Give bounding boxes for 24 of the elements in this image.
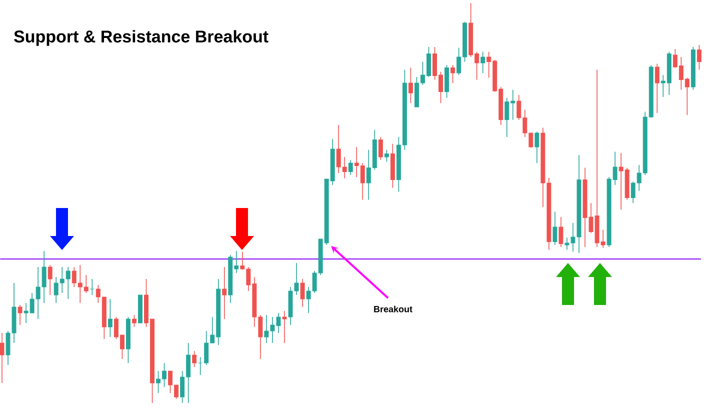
- candlestick: [348, 160, 353, 176]
- candlestick: [654, 63, 660, 114]
- candlestick: [552, 211, 558, 246]
- candlestick: [378, 136, 383, 160]
- candlestick: [408, 67, 413, 104]
- candlestick: [480, 51, 486, 74]
- candlestick: [90, 278, 94, 296]
- text: Support & Resistance Breakout: [14, 30, 268, 46]
- candlestick: [108, 298, 112, 338]
- candlestick: [696, 44, 702, 70]
- candlestick: [300, 278, 305, 308]
- candlestick: [132, 314, 136, 328]
- candlestick: [222, 266, 227, 320]
- candlestick: [450, 64, 456, 84]
- candlestick: [18, 304, 22, 326]
- candlestick: [48, 264, 52, 296]
- candlestick: [444, 64, 450, 98]
- candlestick: [192, 350, 197, 368]
- candlestick: [558, 216, 564, 248]
- candlestick: [384, 149, 389, 162]
- candlestick: [534, 131, 540, 164]
- candlestick: [282, 310, 287, 344]
- candlestick: [0, 332, 4, 384]
- annotation: Breakout: [374, 306, 412, 312]
